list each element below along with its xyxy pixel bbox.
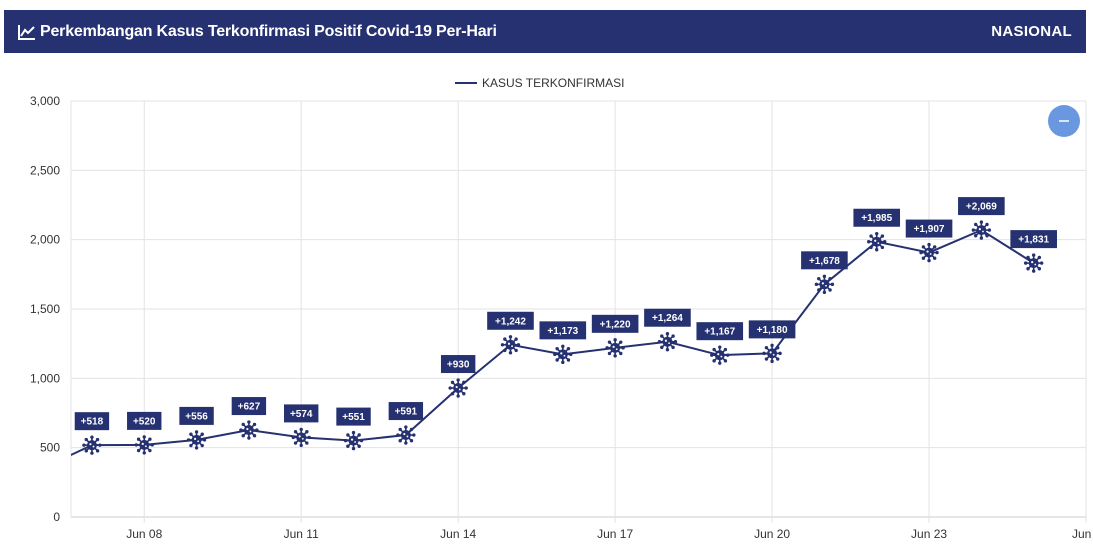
zoom-out-button[interactable] [1048,105,1080,137]
data-label: +1,907 [914,224,945,235]
x-tick-label: Jun 26 [1072,527,1093,541]
virus-marker-icon[interactable] [396,425,416,445]
scope-label: NASIONAL [991,23,1072,40]
data-label: +1,173 [547,326,578,337]
line-chart-icon [18,24,35,40]
data-label-box [591,314,639,333]
data-label-box [1010,230,1057,249]
virus-marker-icon[interactable] [186,430,207,450]
data-label-box [801,251,848,270]
y-tick-label: 1,000 [30,371,60,385]
title-group: Perkembangan Kasus Terkonfirmasi Positif… [18,23,497,41]
chart-title: Perkembangan Kasus Terkonfirmasi Positif… [40,22,497,40]
virus-marker-icon[interactable] [919,242,939,263]
data-label: +627 [238,402,261,413]
data-label-box [958,197,1005,216]
virus-marker-icon[interactable] [657,332,678,352]
data-label-box [487,311,534,330]
y-tick-label: 2,500 [30,163,60,177]
virus-marker-icon[interactable] [971,220,992,240]
y-tick-label: 0 [53,510,60,524]
data-label: +551 [342,412,365,423]
data-label-box [644,308,691,327]
data-label-box [748,320,796,339]
virus-marker-icon[interactable] [814,274,835,295]
data-label: +1,242 [495,316,526,327]
chart-header: Perkembangan Kasus Terkonfirmasi Positif… [4,10,1086,53]
virus-marker-icon[interactable] [291,427,311,448]
virus-marker-icon[interactable] [762,343,782,364]
grid-lines [70,100,1087,523]
data-label: +2,069 [966,202,997,213]
data-label: +1,220 [600,319,631,330]
data-label: +1,264 [652,313,683,324]
data-label: +591 [395,407,418,418]
x-tick-label: Jun 11 [284,527,319,541]
data-label-box [905,219,953,238]
virus-marker-icon[interactable] [1023,253,1044,273]
x-axis-ticks: Jun 08 Jun 11 Jun 14 Jun 17 Jun 20 Jun 23 Jun … [126,527,1093,541]
y-axis-ticks: 0 500 1,000 1,500 2,000 2,500 3,000 [30,94,60,524]
legend-label: KASUS TERKONFIRMASI [482,76,624,90]
y-tick-label: 500 [40,441,60,455]
data-label-box [336,407,371,426]
data-label: +1,985 [861,213,892,224]
virus-marker-icon[interactable] [553,344,573,365]
y-tick-label: 1,500 [30,302,60,316]
data-label: +1,167 [704,327,735,338]
data-label: +518 [81,417,104,428]
data-label: +556 [185,411,208,422]
y-tick-label: 2,000 [30,233,60,247]
data-label-box [696,322,744,341]
virus-marker-icon[interactable] [239,420,259,440]
data-label: +1,831 [1018,235,1049,246]
data-label-box [179,406,214,425]
virus-marker-icon[interactable] [30,460,49,479]
series-line [71,228,1035,457]
virus-marker-icon[interactable] [134,435,154,455]
x-tick-label: Jun 17 [597,527,633,541]
data-label: +520 [133,416,156,427]
data-label: +1,180 [757,325,788,336]
virus-marker-icon[interactable] [605,338,625,358]
data-label-box [284,404,319,423]
virus-marker-icon[interactable] [343,430,364,451]
data-label-box [440,355,476,374]
data-label-box [231,397,267,416]
virus-marker-icon[interactable] [500,335,521,355]
x-tick-label: Jun 08 [126,527,162,541]
x-tick-label: Jun 14 [440,527,476,541]
y-tick-label: 3,000 [30,94,60,108]
data-label-box [388,402,424,421]
virus-marker-icon[interactable] [448,378,468,398]
x-tick-label: Jun 23 [911,527,947,541]
x-tick-label: Jun 20 [754,527,790,541]
data-label: +1,678 [809,256,840,267]
virus-marker-icon[interactable] [710,345,730,365]
virus-marker-icon[interactable] [82,435,102,455]
data-label-box [853,208,901,227]
data-label-box [74,412,110,431]
data-label: +574 [290,409,313,420]
data-label-box [539,321,587,340]
series-group: +342+518 +520 +556+627+574 +551+591+930+1,2… [30,197,1057,479]
plot-area: +342+518 +520 +556+627+574 +551+591+930+1,2… [30,197,1057,479]
legend[interactable]: KASUS TERKONFIRMASI [455,76,624,90]
data-label: +930 [447,360,470,371]
virus-marker-icon[interactable] [867,232,887,252]
data-label-box [127,411,162,430]
